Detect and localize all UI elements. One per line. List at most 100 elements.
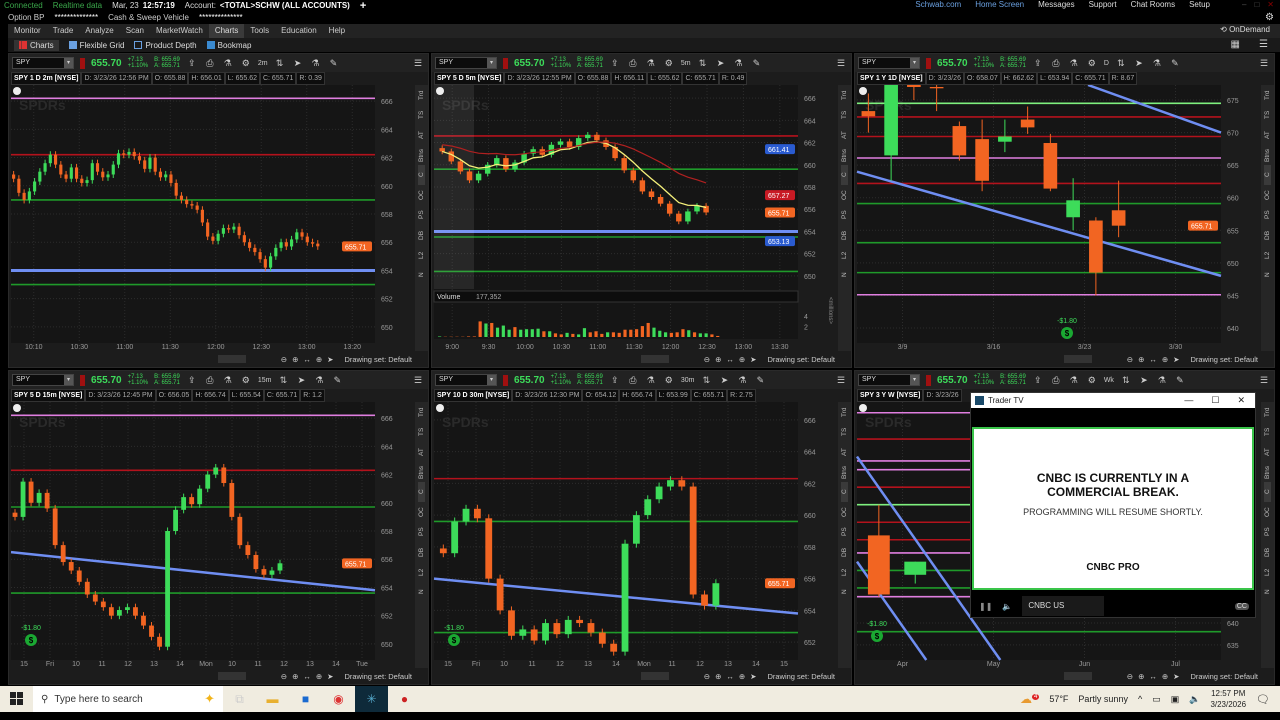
share-icon[interactable]: ⇪ <box>188 374 196 385</box>
pointer-icon[interactable]: ➤ <box>750 354 757 364</box>
side-tab-ts[interactable]: TS <box>1264 427 1271 437</box>
pointer-icon[interactable]: ➤ <box>1173 354 1180 364</box>
side-tab-ts[interactable]: TS <box>841 427 848 437</box>
taskbar-search[interactable]: ⚲ Type here to search ✦ <box>33 686 223 712</box>
side-tab-ps[interactable]: PS <box>1264 210 1271 220</box>
style-icon[interactable]: ⇅ <box>1122 374 1130 385</box>
settings-gear-icon[interactable]: ⚙ <box>241 374 250 385</box>
speaker-icon[interactable]: 🔈 <box>1189 693 1201 704</box>
cursor-icon[interactable]: ➤ <box>297 374 306 385</box>
symbol-input[interactable]: SPY ▾ <box>858 57 920 69</box>
menu-monitor[interactable]: Monitor <box>14 26 41 35</box>
settings-gear-icon[interactable]: ⚙ <box>1087 57 1096 68</box>
side-tab-oc[interactable]: OC <box>841 190 848 200</box>
horizontal-scrollbar[interactable] <box>217 672 246 680</box>
menu-list-icon[interactable]: ☰ <box>836 374 846 385</box>
fit-icon[interactable]: ↔ <box>1149 354 1157 364</box>
chevron-down-icon[interactable]: ▾ <box>910 58 919 68</box>
menu-tools[interactable]: Tools <box>250 26 270 35</box>
side-tab-oc[interactable]: OC <box>841 507 848 517</box>
side-tab-db[interactable]: DB <box>418 230 425 240</box>
side-tab-n[interactable]: N <box>418 272 425 278</box>
zoom-in-icon[interactable]: ⊕ <box>1138 354 1145 364</box>
side-tab-oc[interactable]: OC <box>1264 507 1271 517</box>
tv-maximize-button[interactable]: ☐ <box>1211 395 1220 405</box>
side-tab-oc[interactable]: OC <box>418 190 425 200</box>
zoom-in-icon[interactable]: ⊕ <box>715 354 722 364</box>
side-tab-oc[interactable]: OC <box>1264 190 1271 200</box>
link-schwab[interactable]: Schwab.com <box>915 0 962 9</box>
weather-icon[interactable]: ☁ 4 <box>1019 692 1040 706</box>
side-tab-ps[interactable]: PS <box>1264 527 1271 537</box>
closed-captions-button[interactable]: CC <box>1234 602 1249 610</box>
alert-flag-icon[interactable] <box>926 374 931 386</box>
zoom-out-icon[interactable]: ⊖ <box>1126 671 1134 681</box>
side-tab-ps[interactable]: PS <box>418 527 425 537</box>
weather-desc[interactable]: Partly sunny <box>1078 694 1128 704</box>
side-tab-n[interactable]: N <box>841 589 848 595</box>
side-tab-db[interactable]: DB <box>841 547 848 557</box>
side-tab-btns[interactable]: Btns <box>841 465 848 479</box>
menu-list-icon[interactable]: ☰ <box>1259 57 1269 68</box>
cursor-icon[interactable]: ➤ <box>720 374 729 385</box>
camera-icon[interactable]: ▭ <box>1152 693 1161 704</box>
crosshair-icon[interactable]: ⊕ <box>1161 671 1169 681</box>
dividend-icon[interactable] <box>1061 327 1073 339</box>
patterns-flask-icon[interactable]: ⚗ <box>1152 57 1161 68</box>
side-tab-btns[interactable]: Btns <box>1264 465 1271 479</box>
taskbar-clock[interactable]: 12:57 PM 3/23/2026 <box>1210 688 1246 710</box>
alert-flag-icon[interactable] <box>80 374 85 386</box>
account-selector[interactable]: <TOTAL>SCHW (ALL ACCOUNTS) <box>219 1 350 10</box>
share-icon[interactable]: ⇪ <box>1034 57 1042 68</box>
drawing-set-selector[interactable]: Drawing set: Default <box>767 354 835 364</box>
side-tab-c[interactable]: C <box>418 482 425 502</box>
chevron-down-icon[interactable]: ▾ <box>487 58 496 68</box>
side-tab-at[interactable]: AT <box>841 448 848 456</box>
side-tab-c[interactable]: C <box>841 165 848 185</box>
style-icon[interactable]: ⇅ <box>279 374 288 385</box>
fit-icon[interactable]: ↔ <box>303 354 311 364</box>
weather-temp[interactable]: 57°F <box>1049 694 1069 704</box>
crosshair-icon[interactable]: ⊕ <box>738 354 746 364</box>
side-tab-trd[interactable]: Trd <box>418 90 425 100</box>
symbol-input[interactable]: SPY ▾ <box>12 374 74 386</box>
drawings-icon[interactable]: ✎ <box>329 57 338 68</box>
chevron-down-icon[interactable]: ▾ <box>910 375 919 385</box>
style-icon[interactable]: ⇅ <box>275 57 284 68</box>
fit-icon[interactable]: ↔ <box>726 671 734 681</box>
symbol-input[interactable]: SPY ▾ <box>858 374 920 386</box>
drawing-set-selector[interactable]: Drawing set: Default <box>767 671 835 681</box>
horizontal-scrollbar[interactable] <box>1063 672 1092 680</box>
side-tab-trd[interactable]: Trd <box>841 90 848 100</box>
chevron-down-icon[interactable]: ▾ <box>64 375 73 385</box>
side-tab-n[interactable]: N <box>418 589 425 595</box>
style-icon[interactable]: ⇅ <box>1117 57 1125 68</box>
studies-flask-icon[interactable]: ⚗ <box>1069 57 1078 68</box>
alert-icon[interactable]: ⎙ <box>206 57 214 68</box>
menu-education[interactable]: Education <box>281 26 317 35</box>
chevron-down-icon[interactable]: ▾ <box>487 375 496 385</box>
drawings-icon[interactable]: ✎ <box>1171 57 1179 68</box>
zoom-in-icon[interactable]: ⊕ <box>292 671 299 681</box>
settings-gear-icon[interactable]: ⚙ <box>241 57 250 68</box>
chevron-down-icon[interactable]: ▾ <box>64 58 73 68</box>
share-icon[interactable]: ⇪ <box>188 57 196 68</box>
dividend-icon[interactable] <box>871 630 883 642</box>
patterns-flask-icon[interactable]: ⚗ <box>734 57 743 68</box>
link-chat-rooms[interactable]: Chat Rooms <box>1130 0 1176 9</box>
chevron-up-icon[interactable]: ^ <box>1137 694 1143 704</box>
menu-list-icon[interactable]: ☰ <box>836 57 846 68</box>
share-icon[interactable]: ⇪ <box>611 57 619 68</box>
menu-scan[interactable]: Scan <box>125 26 144 35</box>
pointer-icon[interactable]: ➤ <box>327 671 334 681</box>
alert-icon[interactable]: ⎙ <box>1052 374 1060 385</box>
side-tab-ts[interactable]: TS <box>841 110 848 120</box>
link-home-screen[interactable]: Home Screen <box>975 0 1025 9</box>
studies-flask-icon[interactable]: ⚗ <box>223 57 232 68</box>
trader-tv-titlebar[interactable]: Trader TV — ☐ ✕ <box>971 393 1255 408</box>
side-tab-btns[interactable]: Btns <box>841 148 848 162</box>
side-tab-trd[interactable]: Trd <box>1264 407 1271 417</box>
settings-gear-icon[interactable]: ⚙ <box>664 374 673 385</box>
network-icon[interactable]: ▣ <box>1170 693 1180 704</box>
aggregation-selector[interactable]: 2m <box>257 59 268 67</box>
